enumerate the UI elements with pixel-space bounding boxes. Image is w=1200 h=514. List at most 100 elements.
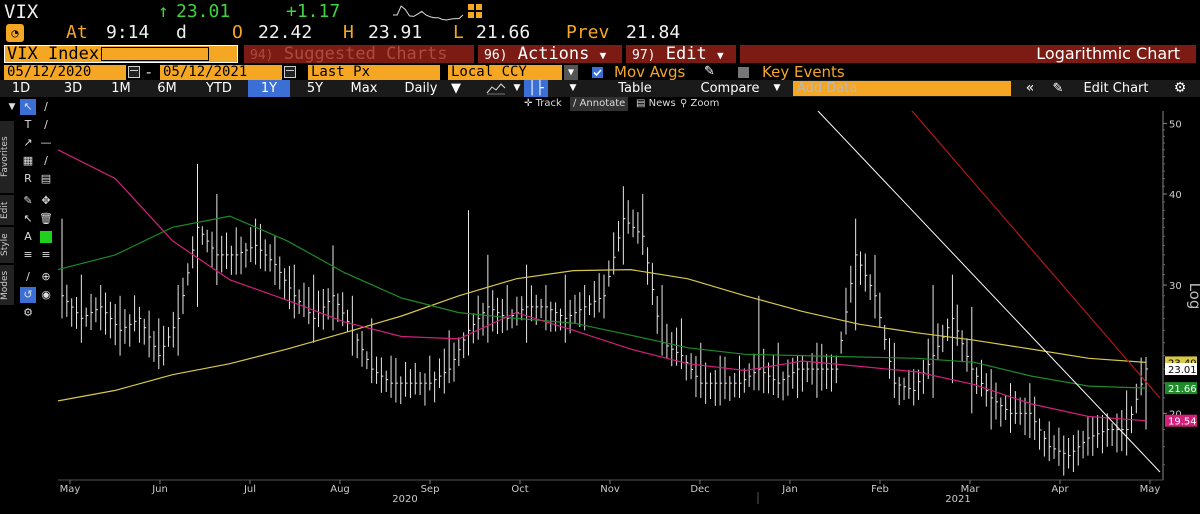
input-cursor	[101, 47, 210, 61]
currency-select[interactable]: Local CCY	[448, 65, 562, 80]
line-tool-icon[interactable]: ∕	[44, 100, 48, 113]
chevron-down-icon: ▼	[599, 49, 607, 62]
chevron-down-icon[interactable]: ▼	[569, 83, 577, 93]
ray-tool-icon[interactable]: ↗	[23, 136, 33, 149]
range-5y[interactable]: 5Y	[306, 81, 324, 96]
gear-icon[interactable]: ⚙	[23, 306, 33, 319]
gear-icon[interactable]: ⚙	[1173, 80, 1187, 96]
track-label: Track	[535, 98, 562, 109]
edit-menu[interactable]: 97) Edit ▼	[626, 45, 736, 63]
line-tool-icon[interactable]: ∕	[44, 118, 48, 131]
line-width-icon[interactable]: ≡	[41, 248, 51, 261]
ruler-icon[interactable]: ∕	[26, 270, 30, 283]
cycle-icon[interactable]: ↺	[20, 287, 36, 303]
plot-area	[58, 111, 1163, 480]
collapse-icon[interactable]: «	[1025, 80, 1035, 96]
trash-icon[interactable]: 🗑	[39, 212, 53, 225]
range-max[interactable]: Max	[350, 81, 378, 96]
zoom-button[interactable]: ⚲ Zoom	[680, 97, 719, 111]
magnifier-icon: ⚲	[680, 98, 688, 109]
color-swatch-icon[interactable]	[38, 229, 54, 245]
sparkline	[393, 5, 464, 21]
chevron-down-icon[interactable]: ▼	[564, 65, 578, 80]
channel-tool-icon[interactable]: ▦	[22, 154, 34, 167]
y-tick-label: 50	[1169, 119, 1182, 130]
suggested-charts-button[interactable]: 94) Suggested Charts	[244, 45, 474, 63]
frequency-select[interactable]: Daily	[404, 81, 438, 96]
function-bar: VIX Index 94) Suggested Charts 96) Actio…	[0, 44, 1200, 64]
line-style-icon[interactable]: ≡	[23, 248, 33, 261]
chevron-down-icon[interactable]: ▼	[513, 83, 521, 93]
actions-menu[interactable]: 96) Actions ▼	[478, 45, 622, 63]
prev-label: Prev	[566, 22, 610, 43]
edit-chart-button[interactable]: Edit Chart	[1083, 81, 1149, 96]
y-axis-label: Log	[1186, 283, 1200, 310]
x-tick-label: Jun	[151, 484, 168, 495]
range-1m[interactable]: 1M	[111, 81, 131, 96]
pencil-icon[interactable]: ✎	[23, 194, 33, 207]
open-value: 22.42	[258, 22, 313, 43]
start-date-input[interactable]: 05/12/2020	[4, 65, 126, 80]
quote-time: 9:14	[106, 22, 150, 43]
tab-favorites[interactable]: Favorites	[0, 121, 14, 193]
range-1d[interactable]: 1D	[11, 81, 31, 96]
pointer-icon[interactable]: ↖	[20, 99, 36, 115]
range-ytd[interactable]: YTD	[206, 81, 232, 96]
security-value: VIX Index	[7, 44, 100, 64]
table-button[interactable]: Table	[618, 81, 652, 96]
price-change: +1.17	[286, 1, 341, 22]
grid-icon[interactable]	[468, 4, 482, 18]
moving-average-magenta	[57, 149, 1147, 422]
range-1y[interactable]: 1Y	[248, 80, 290, 97]
end-date-input[interactable]: 05/12/2021	[160, 65, 282, 80]
date-separator: -	[146, 63, 152, 81]
bar-chart-type-icon[interactable]: │├	[524, 80, 548, 97]
layers-icon[interactable]: ▤	[40, 172, 52, 185]
calendar-icon[interactable]	[128, 66, 140, 78]
range-3d[interactable]: 3D	[63, 81, 83, 96]
move-icon[interactable]: ✥	[41, 194, 51, 207]
chevron-down-icon[interactable]: ▼	[8, 102, 16, 112]
checkbox-unchecked-icon[interactable]	[738, 67, 749, 78]
tab-style[interactable]: Style	[0, 227, 14, 263]
checkbox-checked-icon[interactable]	[592, 67, 603, 78]
news-button[interactable]: ▤ News	[636, 97, 676, 111]
add-data-input[interactable]: Add Data	[793, 81, 1011, 96]
ma-magenta-tag-box	[1165, 414, 1197, 427]
time-suffix: d	[176, 22, 187, 43]
select-icon[interactable]: ↖	[23, 212, 33, 225]
text-tool-icon[interactable]: A	[24, 230, 32, 243]
fib-tool-icon[interactable]: R	[24, 172, 32, 185]
key-events-label: Key Events	[762, 63, 845, 81]
calendar-icon[interactable]	[284, 66, 296, 78]
crosshair-icon: ✛	[524, 98, 533, 109]
chevron-down-icon[interactable]: ▼	[773, 83, 781, 93]
x-tick-label: Dec	[690, 484, 709, 495]
track-button[interactable]: ✛ Track	[524, 97, 562, 111]
pencil-icon[interactable]: ✎	[1052, 81, 1064, 96]
actions-label: Actions	[517, 44, 590, 64]
security-input[interactable]: VIX Index	[4, 45, 238, 63]
pencil-icon[interactable]: ✎	[704, 64, 715, 79]
ma-green-tag-box	[1165, 382, 1197, 395]
text-tool-icon[interactable]: T	[24, 118, 32, 131]
field-select[interactable]: Last Px	[308, 65, 440, 80]
palette-icon[interactable]: ◉	[41, 288, 51, 301]
annotate-button[interactable]: ∕ Annotate	[570, 97, 629, 111]
range-6m[interactable]: 6M	[157, 81, 177, 96]
line-tool-icon[interactable]: ∕	[44, 154, 48, 167]
measure-icon[interactable]: ⊕	[41, 270, 51, 283]
x-tick-label: Apr	[1051, 484, 1069, 495]
chevron-down-icon[interactable]: ▼	[451, 81, 461, 96]
horizontal-line-icon[interactable]: —	[40, 136, 52, 149]
x-tick-label: Aug	[330, 484, 350, 495]
high-value: 23.91	[368, 22, 423, 43]
tab-modes[interactable]: Modes	[0, 265, 14, 305]
line-chart-icon[interactable]	[486, 82, 506, 95]
chart-toolbar: 1D 3D 1M 6M YTD 1Y 5Y Max Daily ▼ ▼ │├ ▼…	[0, 80, 1200, 97]
x-tick-label: Mar	[961, 484, 981, 495]
compare-button[interactable]: Compare	[700, 81, 760, 96]
tab-edit[interactable]: Edit	[0, 195, 14, 225]
ticker: VIX	[4, 1, 39, 23]
